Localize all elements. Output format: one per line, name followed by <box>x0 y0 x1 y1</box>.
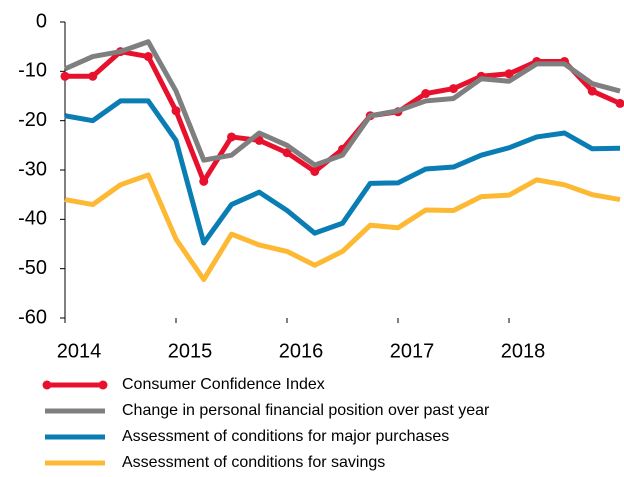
legend-label: Assessment of conditions for savings <box>122 454 385 471</box>
data-point <box>615 98 624 108</box>
x-tick-label: 2018 <box>501 340 546 362</box>
data-point <box>227 132 236 142</box>
legend-label: Change in personal financial position ov… <box>122 402 490 419</box>
data-point <box>587 86 597 96</box>
legend-marker <box>42 380 52 390</box>
y-tick-label: -20 <box>18 109 47 131</box>
data-point <box>171 106 181 116</box>
x-tick-label: 2017 <box>390 340 435 362</box>
data-point <box>143 52 153 62</box>
data-point <box>88 71 98 81</box>
x-tick-label: 2016 <box>279 340 324 362</box>
data-point <box>199 176 209 186</box>
legend-label: Assessment of conditions for major purch… <box>122 428 449 445</box>
data-point <box>421 89 431 99</box>
data-point <box>449 84 458 94</box>
data-point <box>504 69 514 79</box>
y-tick-label: -30 <box>18 158 47 180</box>
data-point <box>282 148 292 158</box>
data-point <box>310 166 320 176</box>
series-line <box>65 49 622 184</box>
y-tick-label: -40 <box>18 208 47 230</box>
x-tick-label: 2014 <box>57 340 102 362</box>
y-tick-label: 0 <box>36 10 47 32</box>
data-point <box>60 71 70 81</box>
series-line <box>63 39 621 168</box>
y-tick-label: -10 <box>18 60 47 82</box>
y-tick-label: -60 <box>18 306 47 328</box>
legend-label: Consumer Confidence Index <box>122 376 325 393</box>
series-line <box>64 172 621 283</box>
y-tick-label: -50 <box>18 257 47 279</box>
series-line <box>64 98 621 246</box>
data-point <box>254 135 264 145</box>
legend-marker <box>98 380 108 390</box>
x-tick-label: 2015 <box>168 340 213 362</box>
